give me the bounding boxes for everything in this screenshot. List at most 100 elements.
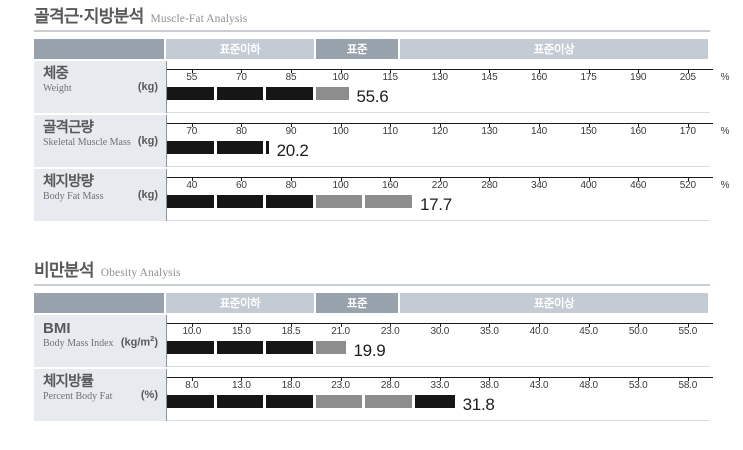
axis-tick — [191, 176, 193, 181]
bar-segment — [167, 340, 214, 354]
axis-tick-label: 13.0 — [232, 379, 251, 391]
axis-tick-label: 80 — [236, 125, 247, 137]
row-value: 19.9 — [353, 340, 386, 360]
axis-tick-label: 190 — [630, 71, 647, 83]
axis-tick — [638, 122, 640, 127]
row-name-ko: 체지방량 — [43, 173, 94, 190]
row-graph-body-fat-mass: 40 60 80 100 160 220 280 340 400 460 520% 17.7 — [166, 168, 730, 221]
bar-segment — [216, 86, 264, 100]
axis-tick — [439, 122, 441, 127]
row-label-bmi: BMI Body Mass Index (kg/m2) — [34, 314, 166, 367]
axis-tick — [390, 68, 392, 73]
axis-tick-label: 35.0 — [480, 325, 499, 337]
bar-segment — [167, 140, 214, 154]
axis-tick — [539, 322, 540, 327]
axis-tick-label: 33.0 — [430, 379, 450, 391]
bar-segment — [315, 194, 363, 208]
axis-tick-label: 38.0 — [480, 379, 499, 391]
column-header-band: 표준이하 표준 표준이상 — [34, 292, 710, 313]
axis-tick — [241, 68, 243, 73]
axis-tick — [340, 122, 342, 127]
axis-tick-label: 140 — [530, 125, 548, 137]
axis-tick-label: 23.0 — [380, 325, 400, 337]
axis-tick-label: 70 — [186, 125, 198, 137]
bar-segment — [365, 194, 412, 208]
row-name-ko: 체중 — [43, 65, 69, 82]
section-title-ko: 비만분석 — [34, 261, 94, 280]
row-label-skeletal-muscle-mass: 골격근량 Skeletal Muscle Mass (kg) — [34, 114, 166, 167]
axis-tick — [291, 122, 292, 127]
column-header-band: 표준이하 표준 표준이상 — [34, 38, 710, 59]
axis-unit-label: % — [720, 71, 730, 83]
axis-tick-label: 145 — [481, 71, 498, 83]
bar-track — [167, 86, 713, 100]
axis-tick-label: 160 — [382, 179, 399, 191]
bar-segment — [315, 394, 363, 408]
bar-segment — [266, 394, 313, 408]
axis-tick — [191, 322, 193, 327]
axis-tick — [291, 376, 292, 381]
axis-tick-label: 55.0 — [678, 325, 698, 337]
row-bottom-rule — [167, 219, 710, 221]
axis-tick-label: 40 — [186, 179, 198, 191]
axis-tick — [489, 376, 491, 381]
axis-tick — [291, 322, 292, 327]
axis-tick-label: 120 — [431, 125, 448, 137]
row-bottom-rule — [167, 419, 710, 421]
axis-tick — [191, 68, 193, 73]
table-row: BMI Body Mass Index (kg/m2) 10.0 15.0 18.5 21.… — [34, 314, 713, 367]
axis-tick — [340, 68, 342, 73]
axis-tick-label: 520 — [679, 179, 696, 191]
band-cell-standard: 표준 — [316, 38, 398, 59]
band-cell-over-standard: 표준이상 — [400, 292, 708, 313]
axis-tick-label: 18.5 — [281, 325, 301, 337]
row-unit: (kg) — [137, 81, 158, 94]
bar-segment — [315, 86, 349, 100]
bar-track — [167, 194, 713, 208]
bar-track — [167, 140, 713, 154]
axis-tick-label: 18.0 — [281, 379, 301, 391]
section-title-en: Muscle-Fat Analysis — [150, 13, 248, 25]
axis-tick — [638, 68, 640, 73]
axis-unit-label: % — [720, 179, 730, 191]
band-cell-over-standard: 표준이상 — [400, 38, 708, 59]
axis-tick-label: 100 — [332, 179, 349, 191]
axis-tick-label: 80 — [285, 179, 297, 191]
axis-tick-label: 50.0 — [628, 325, 648, 337]
row-name-ko: BMI — [43, 319, 71, 337]
axis-tick-label: 150 — [580, 125, 597, 137]
row-value: 55.6 — [356, 86, 389, 106]
row-value: 20.2 — [276, 140, 309, 160]
axis-tick — [638, 322, 640, 327]
table-row: 골격근량 Skeletal Muscle Mass (kg) 70 80 90 100 110… — [34, 114, 730, 167]
axis-tick-label: 70 — [236, 71, 247, 83]
section-muscle-fat: 골격근·지방분석 Muscle-Fat Analysis 표준이하 표준 표준이상 체중 W… — [34, 7, 730, 223]
label-texts: BMI Body Mass Index — [43, 320, 118, 351]
row-name-en: Percent Body Fat — [43, 391, 113, 403]
table-row: 체지방률 Percent Body Fat (%) 8.0 13.0 18.0 23.0 28… — [34, 368, 713, 421]
axis-tick — [687, 322, 689, 327]
bar-segment — [167, 194, 214, 208]
bar-segment — [216, 194, 264, 208]
row-name-ko: 골격근량 — [43, 119, 94, 136]
row-label-weight: 체중 Weight (kg) — [34, 60, 166, 113]
axis-tick — [588, 322, 590, 327]
axis-tick — [588, 376, 590, 381]
axis-tick — [439, 376, 441, 381]
axis-tick-label: 205 — [679, 71, 696, 83]
bar-segment — [167, 86, 214, 100]
axis-tick — [638, 176, 640, 181]
axis-tick — [687, 176, 689, 181]
band-cell-under-standard: 표준이하 — [166, 292, 314, 313]
axis-tick — [687, 68, 689, 73]
row-name-en: Skeletal Muscle Mass — [43, 137, 131, 149]
bar-segment — [365, 394, 412, 408]
axis-tick-label: 45.0 — [579, 325, 598, 337]
axis-tick-label: 30.0 — [430, 325, 450, 337]
axis-tick — [241, 122, 243, 127]
axis-tick — [638, 376, 640, 381]
axis-tick-label: 23.0 — [331, 379, 350, 391]
axis-tick-label: 340 — [530, 179, 548, 191]
axis-tick — [291, 68, 292, 73]
axis-tick — [489, 122, 491, 127]
